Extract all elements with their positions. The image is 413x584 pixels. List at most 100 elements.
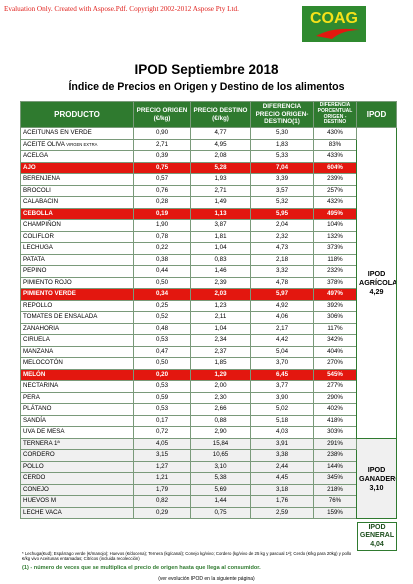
column-header: PRECIO DESTINO (€/kg) xyxy=(190,101,251,128)
value-cell: 0,52 xyxy=(133,311,191,324)
value-cell: 0,48 xyxy=(133,322,191,335)
product-qualifier: VIRGEN EXTRA xyxy=(66,141,98,147)
product-cell: NECTARINA xyxy=(20,380,134,393)
value-cell: 418% xyxy=(313,414,357,427)
value-cell: 0,50 xyxy=(133,276,191,289)
product-name: ACELGA xyxy=(23,152,49,160)
value-cell: 1,21 xyxy=(133,472,191,485)
value-cell: 0,19 xyxy=(133,207,191,220)
product-cell: PATATA xyxy=(20,253,134,266)
value-cell: 0,29 xyxy=(133,506,191,519)
value-cell: 5,97 xyxy=(250,288,314,301)
table-row: MANZANA 0,47 2,37 5,04 404% xyxy=(20,345,397,358)
product-cell: CALABACIN xyxy=(20,196,134,209)
product-name: LECHUGA xyxy=(23,244,53,252)
product-name: AJO xyxy=(23,163,36,171)
value-cell: 1,76 xyxy=(250,495,314,508)
value-cell: 4,06 xyxy=(250,311,314,324)
value-cell: 0,50 xyxy=(133,357,191,370)
table-row: ACEITE OLIVA VIRGEN EXTRA 2,71 4,95 1,83 83% xyxy=(20,138,397,151)
table-row: PATATA 0,38 0,83 2,18 118% xyxy=(20,253,397,266)
value-cell: 4,95 xyxy=(190,138,251,151)
value-cell: 232% xyxy=(313,265,357,278)
product-name: CERDO xyxy=(23,474,46,482)
product-cell: MELOCOTÓN xyxy=(20,357,134,370)
value-cell: 0,78 xyxy=(133,230,191,243)
table-row: MELOCOTÓN 0,50 1,85 3,70 270% xyxy=(20,357,397,370)
logo: COAG xyxy=(302,6,366,42)
ipod-name: IPOD AGRÍCOLA xyxy=(359,269,397,288)
column-header: PRODUCTO xyxy=(20,101,134,128)
product-name: PIMIENTO VERDE xyxy=(23,290,76,298)
product-name: PATATA xyxy=(23,255,45,263)
value-cell: 83% xyxy=(313,138,357,151)
product-cell: BROCOLI xyxy=(20,184,134,197)
value-cell: 3,91 xyxy=(250,437,314,450)
value-cell: 1,46 xyxy=(190,265,251,278)
watermark: Evaluation Only. Created with Aspose.Pdf… xyxy=(4,5,239,13)
units-note: * Lechuga(€ud); Espárrago verde (€/manoj… xyxy=(22,551,352,562)
value-cell: 5,69 xyxy=(190,483,251,496)
ipod-value: 4,29 xyxy=(369,287,384,297)
value-cell: 1,27 xyxy=(133,460,191,473)
column-header: DIFERENCIA PORCENTUAL ORIGEN - DESTINO xyxy=(313,101,357,128)
table-row: NECTARINA 0,53 2,00 3,77 277% xyxy=(20,380,397,393)
ipod-cell: IPOD AGRÍCOLA 4,29 xyxy=(356,127,397,439)
product-cell: LECHE VACA xyxy=(20,506,134,519)
value-cell: 1,85 xyxy=(190,357,251,370)
product-cell: CORDERO xyxy=(20,449,134,462)
product-name: CHAMPIÑON xyxy=(23,221,61,229)
value-cell: 3,87 xyxy=(190,219,251,232)
value-cell: 5,28 xyxy=(190,161,251,174)
product-cell: MANZANA xyxy=(20,345,134,358)
value-cell: 0,47 xyxy=(133,345,191,358)
product-cell: POLLO xyxy=(20,460,134,473)
table-row: PIMIENTO VERDE 0,34 2,03 5,97 497% xyxy=(20,288,397,301)
product-cell: TOMATES DE ENSALADA xyxy=(20,311,134,324)
table-row: MELÓN 0,20 1,29 6,45 545% xyxy=(20,368,397,381)
value-cell: 0,88 xyxy=(190,414,251,427)
value-cell: 306% xyxy=(313,311,357,324)
value-cell: 1,83 xyxy=(250,138,314,151)
table-row: PEPINO 0,44 1,46 3,32 232% xyxy=(20,265,397,278)
header-row: PRODUCTO PRECIO ORIGEN (€/kg) PRECIO DESTI… xyxy=(20,101,397,128)
general-value: 4,04 xyxy=(370,540,384,548)
table-row: CIRUELA 0,53 2,34 4,42 342% xyxy=(20,334,397,347)
product-name: PERA xyxy=(23,393,40,401)
value-cell: 2,30 xyxy=(190,391,251,404)
value-cell: 4,03 xyxy=(250,426,314,439)
product-name: ACEITUNAS EN VERDE xyxy=(23,129,92,137)
product-name: MELOCOTÓN xyxy=(23,359,63,367)
product-cell: PLÁTANO xyxy=(20,403,134,416)
value-cell: 2,03 xyxy=(190,288,251,301)
general-name: IPOD GENERAL xyxy=(359,523,395,540)
value-cell: 15,84 xyxy=(190,437,251,450)
value-cell: 0,53 xyxy=(133,403,191,416)
value-cell: 0,28 xyxy=(133,196,191,209)
product-name: POLLO xyxy=(23,462,44,470)
value-cell: 3,38 xyxy=(250,449,314,462)
value-cell: 1,81 xyxy=(190,230,251,243)
value-cell: 2,44 xyxy=(250,460,314,473)
subtitle: Índice de Precios en Origen y Destino de… xyxy=(68,81,345,93)
value-cell: 7,04 xyxy=(250,161,314,174)
ipod-cell: IPOD GANADERO3,10 xyxy=(356,437,397,519)
value-cell: 5,38 xyxy=(190,472,251,485)
value-cell: 5,30 xyxy=(250,127,314,140)
value-cell: 0,22 xyxy=(133,242,191,255)
ipod-name: IPOD GANADERO xyxy=(359,464,396,483)
product-cell: REPOLLO xyxy=(20,299,134,312)
value-cell: 0,38 xyxy=(133,253,191,266)
product-name: CIRUELA xyxy=(23,336,50,344)
table-row: ACELGA 0,39 2,08 5,33 433% xyxy=(20,150,397,163)
value-cell: 4,77 xyxy=(190,127,251,140)
table-row: UVA DE MESA 0,72 2,90 4,03 303% xyxy=(20,426,397,439)
table-row: SANDÍA 0,17 0,88 5,18 418% xyxy=(20,414,397,427)
column-header: IPOD xyxy=(356,101,397,128)
product-cell: PIMIENTO VERDE xyxy=(20,288,134,301)
value-cell: 2,90 xyxy=(190,426,251,439)
table-row: BERENJENA 0,57 1,93 3,39 239% xyxy=(20,173,397,186)
value-cell: 144% xyxy=(313,460,357,473)
value-cell: 2,17 xyxy=(250,322,314,335)
